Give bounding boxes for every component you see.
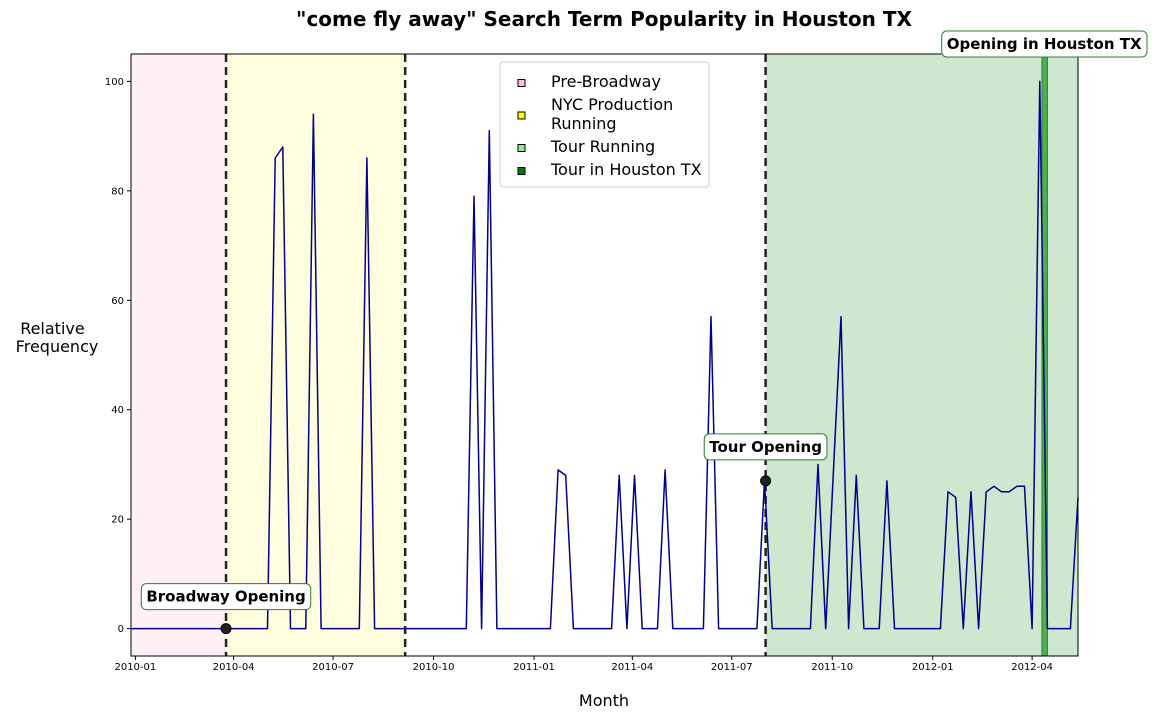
shaded-regions [131, 53, 1078, 657]
x-tick-label-9: 2012-04 [1011, 662, 1053, 673]
legend-label-line-1-1: Running [551, 114, 617, 133]
phase-divider-lines [224, 54, 767, 656]
x-tick-label-6: 2011-07 [711, 662, 753, 673]
legend-label-line-3-0: Tour in Houston TX [550, 160, 702, 179]
series-line-0 [131, 80, 1079, 630]
shaded-region-2 [765, 54, 1078, 656]
x-tick-label-8: 2012-01 [912, 662, 954, 673]
y-tick-label-3: 60 [111, 296, 124, 307]
y-axis-title-line-1: Relative [20, 319, 85, 338]
legend-marker-0 [517, 79, 526, 87]
y-axis-title-line-2: Frequency [16, 337, 99, 356]
annotation-label-2: Opening in Houston TX [947, 35, 1142, 53]
legend-label-line-2-0: Tour Running [550, 137, 655, 156]
y-tick-label-1: 20 [111, 515, 124, 526]
y-axis-ticks: 0 20 40 60 80 100 [105, 77, 131, 635]
annotation-box-2 [941, 30, 1148, 58]
x-tick-label-2: 2010-07 [312, 662, 354, 673]
annotation-box-1 [703, 433, 828, 461]
x-tick-label-0: 2010-01 [114, 662, 156, 673]
legend-label-line-0-0: Pre-Broadway [551, 72, 661, 91]
legend-label-1: NYC Production Running [551, 95, 673, 133]
legend-marker-2 [517, 144, 526, 152]
x-axis-ticks: 2010-01 2010-04 2010-07 2010-10 2011-01 2011-… [114, 656, 1053, 673]
y-tick-label-4: 80 [111, 186, 124, 197]
y-axis-title: Relative Frequency [16, 319, 99, 356]
legend: Pre-Broadway NYC Production Running Tour Ru… [499, 61, 710, 188]
x-tick-label-4: 2011-01 [513, 662, 555, 673]
legend-label-3: Tour in Houston TX [550, 160, 702, 179]
shaded-region-0 [131, 54, 227, 656]
series-group [131, 80, 1079, 630]
annotation-label-0: Broadway Opening [146, 588, 305, 606]
legend-box [499, 61, 710, 188]
chart-title: "come fly away" Search Term Popularity i… [296, 7, 912, 31]
legend-marker-3 [517, 167, 526, 175]
x-tick-label-1: 2010-04 [213, 662, 255, 673]
annotation-box-0 [140, 583, 312, 611]
annotation-label-1: Tour Opening [709, 438, 822, 456]
x-axis-title: Month [579, 691, 629, 710]
x-tick-label-3: 2010-10 [413, 662, 455, 673]
legend-label-line-1-0: NYC Production [551, 95, 673, 114]
annotations: Broadway Opening Tour Opening Opening in H… [140, 30, 1148, 635]
legend-label-0: Pre-Broadway [551, 72, 661, 91]
legend-marker-1 [517, 111, 526, 120]
shaded-region-1 [226, 54, 406, 656]
legend-label-2: Tour Running [550, 137, 655, 156]
annotation-marker-0 [220, 623, 232, 635]
x-tick-label-5: 2011-04 [611, 662, 653, 673]
annotation-marker-1 [760, 475, 772, 487]
plot-frame [130, 53, 1079, 657]
y-tick-label-2: 40 [111, 405, 124, 416]
x-tick-label-7: 2011-10 [811, 662, 853, 673]
y-tick-label-0: 0 [118, 624, 124, 635]
y-tick-label-5: 100 [105, 77, 124, 88]
